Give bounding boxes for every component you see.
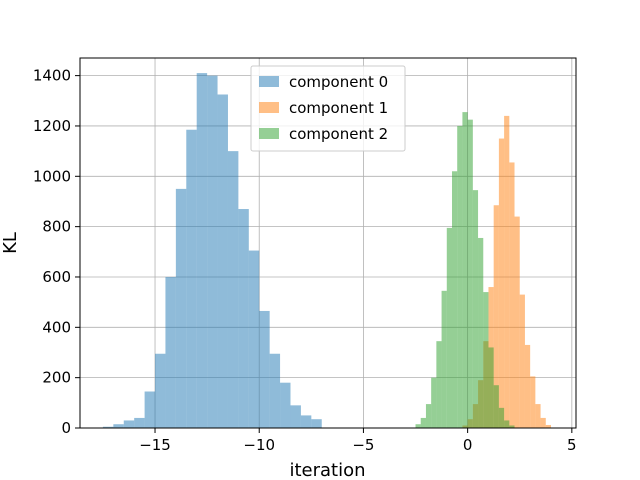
axis-ticks: −15 −10 −5 0 5 0 200 400 600 800 1000 1200 1400 <box>33 67 577 454</box>
histogram-bar <box>467 119 473 429</box>
histogram-bar <box>217 94 228 429</box>
histogram-bar <box>498 407 505 428</box>
legend-swatch <box>259 76 279 87</box>
y-tick-label: 600 <box>42 268 71 286</box>
histogram-bar <box>415 424 421 428</box>
y-tick-label: 1000 <box>33 167 71 185</box>
y-tick-label: 1200 <box>33 117 71 135</box>
histogram-bar <box>196 73 208 428</box>
histogram-bar <box>478 237 484 428</box>
histogram-bar <box>524 344 531 428</box>
y-tick-label: 1400 <box>33 67 71 85</box>
histogram-bar <box>545 424 551 428</box>
series-0 <box>102 73 322 429</box>
histogram-bar <box>155 353 166 428</box>
legend-label: component 1 <box>289 99 388 117</box>
histogram-bar <box>504 115 510 428</box>
x-tick-label: 0 <box>463 436 473 454</box>
histogram-bar <box>123 420 135 428</box>
legend-label: component 2 <box>289 125 388 143</box>
histogram-bar <box>472 190 479 428</box>
y-tick-label: 0 <box>61 419 71 437</box>
y-tick-label: 400 <box>42 318 71 336</box>
histogram-bar <box>134 417 145 428</box>
plot-frame <box>79 57 577 429</box>
histogram-bar <box>452 171 458 428</box>
histogram-bar <box>420 417 426 428</box>
histogram-bar <box>175 188 187 428</box>
histogram-bar <box>436 341 442 428</box>
histogram-bar <box>259 310 270 428</box>
x-tick-label: −10 <box>243 436 275 454</box>
histogram-bar <box>144 391 156 428</box>
histogram-bar <box>493 205 499 428</box>
histogram-bar <box>248 250 260 428</box>
histogram-bar <box>300 415 312 428</box>
histogram-bar <box>311 419 322 428</box>
histogram-bar <box>165 276 176 428</box>
histogram-bar <box>425 404 432 428</box>
histogram-bar <box>227 151 239 428</box>
x-tick-label: 5 <box>567 436 577 454</box>
histogram-bar <box>186 129 197 429</box>
x-tick-label: −15 <box>139 436 171 454</box>
histogram-bar <box>441 290 447 428</box>
histogram-bar <box>530 376 536 428</box>
histogram-bar <box>535 404 541 428</box>
histogram-bar <box>457 125 463 429</box>
histogram-bar <box>290 405 301 428</box>
legend-label: component 0 <box>289 73 388 91</box>
legend-box <box>250 65 406 152</box>
histogram-bar <box>488 347 494 428</box>
histogram-bar <box>207 75 218 428</box>
histogram-bar <box>102 426 114 428</box>
histogram-bar <box>498 138 505 428</box>
legend-swatch <box>259 128 279 139</box>
histogram-bar <box>483 292 489 428</box>
histogram-bar <box>431 377 437 428</box>
x-tick-label: −5 <box>352 436 374 454</box>
histogram-bar <box>509 425 515 428</box>
histogram-bar <box>113 424 124 428</box>
y-axis-label: KL <box>0 232 21 254</box>
histogram-bar <box>446 227 452 428</box>
histogram-bar <box>509 162 515 428</box>
histogram-bar <box>540 417 546 428</box>
histogram-bar <box>519 294 525 428</box>
histogram-bar <box>504 420 510 428</box>
histogram-bar <box>238 209 249 428</box>
legend-swatch <box>259 102 279 113</box>
series-2 <box>415 112 515 429</box>
y-tick-label: 200 <box>42 369 71 387</box>
histogram-bar <box>280 382 291 428</box>
histogram-bar <box>462 112 468 428</box>
y-tick-label: 800 <box>42 218 71 236</box>
x-axis-label: iteration <box>289 460 365 480</box>
histogram-bars <box>102 73 551 429</box>
legend: component 0 component 1 component 2 <box>250 65 406 152</box>
histogram-bar <box>514 216 520 428</box>
histogram-bar <box>493 385 499 428</box>
histogram-bar <box>269 353 281 428</box>
